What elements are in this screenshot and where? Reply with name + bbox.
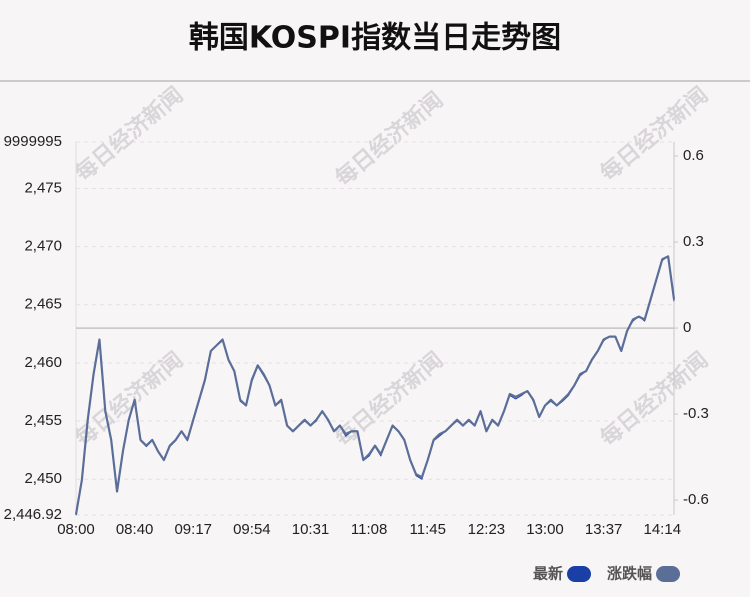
legend-label: 最新 bbox=[533, 565, 563, 583]
x-tick-label: 14:14 bbox=[644, 521, 682, 538]
x-tick-label: 09:54 bbox=[233, 521, 271, 538]
x-tick-label: 11:45 bbox=[410, 521, 446, 538]
y-tick-label: 2,450 bbox=[24, 470, 62, 487]
x-tick-label: 09:17 bbox=[174, 521, 212, 538]
y-tick-label: 2,460 bbox=[24, 354, 62, 371]
y-tick-label: 2,470 bbox=[24, 238, 62, 255]
watermarks: 每日经济新闻 每日经济新闻 每日经济新闻 每日经济新闻 每日经济新闻 每日经济新… bbox=[70, 82, 713, 452]
y2-tick-label: 0.6 bbox=[683, 147, 704, 164]
y2-tick-label: 0.3 bbox=[683, 233, 704, 250]
x-tick-label: 11:08 bbox=[351, 521, 387, 538]
series-line bbox=[74, 255, 676, 515]
legend-swatch bbox=[656, 566, 681, 582]
watermark: 每日经济新闻 bbox=[330, 87, 448, 192]
y-tick-label: 2,446.92 bbox=[4, 506, 62, 523]
y-tick-label: 2,475 bbox=[24, 179, 62, 196]
legend-label: 涨跌幅 bbox=[607, 565, 652, 583]
watermark: 每日经济新闻 bbox=[595, 82, 713, 187]
chart-title: 韩国KOSPI指数当日走势图 bbox=[189, 21, 561, 56]
watermark: 每日经济新闻 bbox=[70, 82, 188, 187]
x-tick-label: 08:00 bbox=[57, 521, 95, 538]
legend-swatch bbox=[567, 566, 592, 582]
x-tick-label: 13:00 bbox=[526, 521, 564, 538]
y-tick-label: 2,465 bbox=[24, 296, 62, 313]
y2-tick-label: 0 bbox=[683, 319, 691, 336]
x-tick-label: 12:23 bbox=[468, 521, 506, 538]
watermark: 每日经济新闻 bbox=[70, 347, 188, 452]
x-tick-label: 13:37 bbox=[585, 521, 623, 538]
y-tick-label: 2,455 bbox=[24, 412, 62, 429]
x-tick-label: 08:40 bbox=[116, 521, 154, 538]
y2-tick-label: -0.6 bbox=[683, 491, 709, 508]
y2-tick-label: -0.3 bbox=[683, 405, 709, 422]
x-tick-label: 10:31 bbox=[292, 521, 330, 538]
y-tick-label: 9999995 bbox=[4, 133, 62, 150]
